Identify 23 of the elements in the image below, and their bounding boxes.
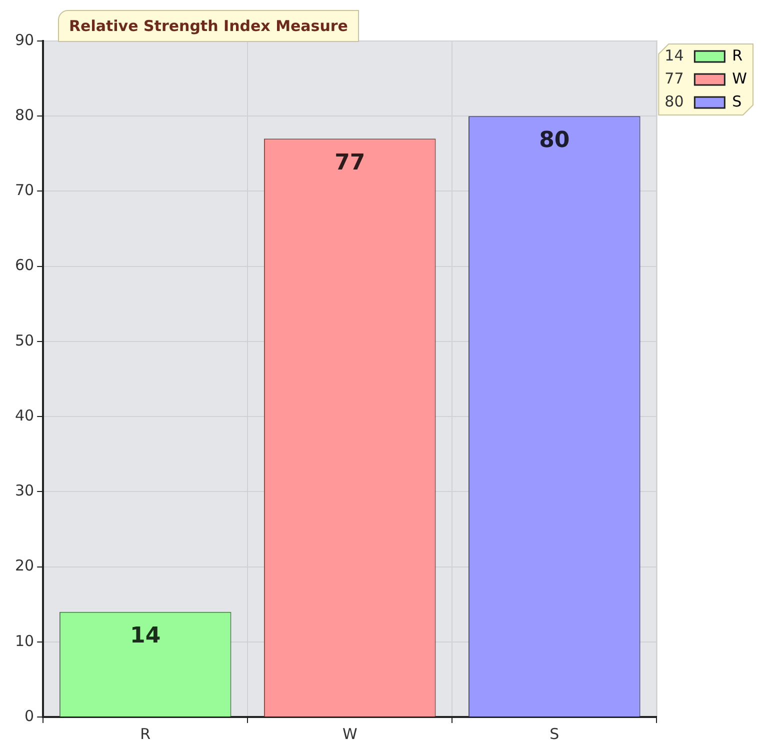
y-tick-label: 30	[14, 482, 34, 500]
y-tick-label: 60	[14, 256, 34, 274]
legend-label: W	[732, 69, 748, 88]
y-tick-label: 40	[14, 406, 34, 424]
text: 80	[664, 92, 684, 110]
legend-label: S	[732, 92, 742, 110]
data-label: 80	[539, 128, 570, 153]
data-label: 77	[334, 150, 366, 176]
y-tick-label: 70	[14, 181, 34, 200]
y-tick-label: 90	[14, 30, 34, 49]
y-tick-label: 20	[14, 556, 34, 575]
y-tick-label: 10	[14, 632, 34, 650]
chart-title: Relative Strength Index Measure	[58, 10, 359, 42]
y-tick-label: 50	[14, 331, 34, 350]
x-tick-label: S	[550, 724, 560, 743]
x-tick-label: W	[342, 724, 358, 743]
text: 14	[664, 46, 684, 64]
y-tick-label: 80	[14, 106, 34, 124]
x-tick-label: R	[140, 724, 151, 743]
y-tick-label: 0	[24, 706, 34, 725]
data-label: 14	[130, 624, 161, 649]
legend-label: R	[732, 46, 743, 64]
text: 77	[664, 69, 684, 88]
